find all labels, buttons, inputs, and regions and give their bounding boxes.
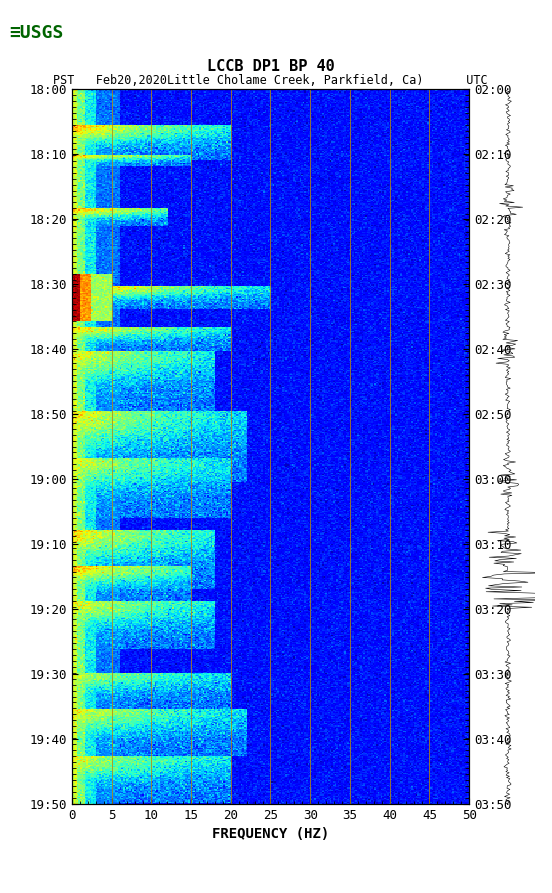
Text: LCCB DP1 BP 40: LCCB DP1 BP 40 [206,60,335,74]
Text: PST   Feb20,2020Little Cholame Creek, Parkfield, Ca)      UTC: PST Feb20,2020Little Cholame Creek, Park… [53,74,488,87]
X-axis label: FREQUENCY (HZ): FREQUENCY (HZ) [212,827,329,841]
Text: ≡USGS: ≡USGS [9,24,63,43]
